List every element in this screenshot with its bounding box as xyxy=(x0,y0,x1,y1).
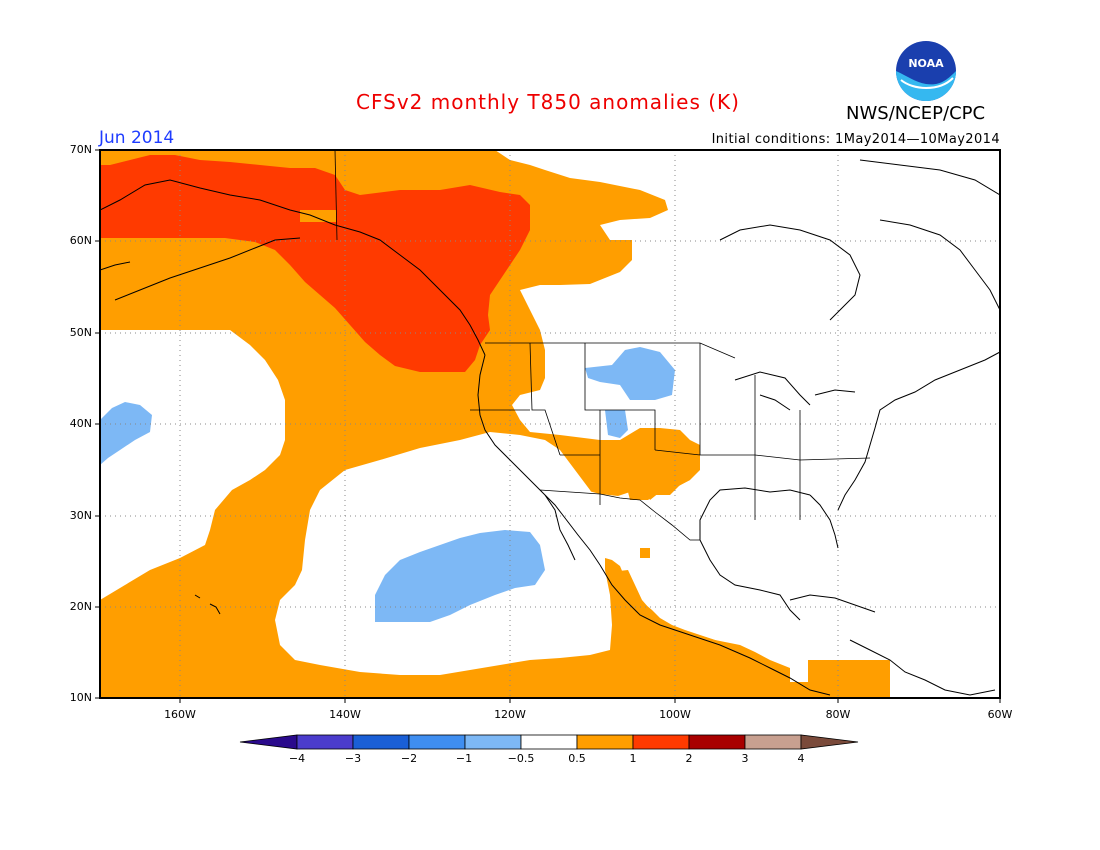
anomaly-region-0.5-1 xyxy=(640,548,650,558)
colorbar-segment xyxy=(296,734,354,750)
anomaly-region-0.5-1 xyxy=(300,210,336,222)
colorbar-label: −0.5 xyxy=(507,752,535,765)
colorbar-label: −2 xyxy=(400,752,418,765)
coastlines xyxy=(100,159,1000,696)
colorbar-segment xyxy=(632,734,690,750)
colorbar-label: 3 xyxy=(741,752,749,765)
colorbar-label: 4 xyxy=(797,752,805,765)
valid-month-label: Jun 2014 xyxy=(99,128,175,148)
colorbar-segment xyxy=(352,734,410,750)
colorbar-segment xyxy=(688,734,746,750)
logo-text: NOAA xyxy=(908,57,944,70)
lon-label: 100W xyxy=(659,708,691,721)
noaa-logo: NOAA xyxy=(896,41,956,101)
agency-label: NWS/NCEP/CPC xyxy=(846,103,986,124)
colorbar-label: −1 xyxy=(455,752,473,765)
neutral-region-east xyxy=(495,150,1000,698)
anomaly-region-neg-0.5-1 xyxy=(605,410,628,438)
anomaly-region-0.5-1 xyxy=(808,660,890,698)
lon-label: 160W xyxy=(164,708,196,721)
anomaly-region-1-2 xyxy=(100,155,530,372)
lon-label: 80W xyxy=(825,708,851,721)
map-title: CFSv2 monthly T850 anomalies (K) xyxy=(356,90,740,114)
colorbar-segment xyxy=(239,734,298,750)
colorbar-label: −3 xyxy=(344,752,362,765)
lon-label: 60W xyxy=(987,708,1013,721)
lat-label: 10N xyxy=(69,691,92,704)
colorbar-segment xyxy=(576,734,634,750)
lat-label: 40N xyxy=(69,417,92,430)
lat-label: 30N xyxy=(69,509,92,522)
colorbar-label: −4 xyxy=(288,752,306,765)
lat-label: 50N xyxy=(69,326,92,339)
colorbar-segment xyxy=(744,734,802,750)
anomaly-region-0.5-1 xyxy=(604,570,790,698)
neutral-region-west xyxy=(100,330,285,600)
colorbar-label: 0.5 xyxy=(568,752,586,765)
axis-ticks xyxy=(95,149,1001,703)
colorbar xyxy=(239,734,859,750)
initial-conditions-label: Initial conditions: 1May2014—10May2014 xyxy=(711,132,1000,147)
anomaly-region-neg-0.5-1 xyxy=(100,402,152,465)
colorbar-label: 2 xyxy=(685,752,693,765)
lon-label: 120W xyxy=(494,708,526,721)
lat-label: 20N xyxy=(69,600,92,613)
colorbar-segment xyxy=(408,734,466,750)
colorbar-label: 1 xyxy=(629,752,637,765)
graticule xyxy=(100,150,1000,698)
lat-label: 70N xyxy=(69,143,92,156)
lat-label: 60N xyxy=(69,234,92,247)
anomaly-region-neg-0.5-1 xyxy=(585,347,675,400)
political-borders xyxy=(334,150,871,541)
anomaly-region-0.5-1 xyxy=(625,450,690,500)
colorbar-segment xyxy=(800,734,859,750)
colorbar-segment xyxy=(464,734,522,750)
anomaly-region-neg-0.5-1 xyxy=(375,530,545,622)
lon-label: 140W xyxy=(329,708,361,721)
colorbar-segment xyxy=(520,734,578,750)
